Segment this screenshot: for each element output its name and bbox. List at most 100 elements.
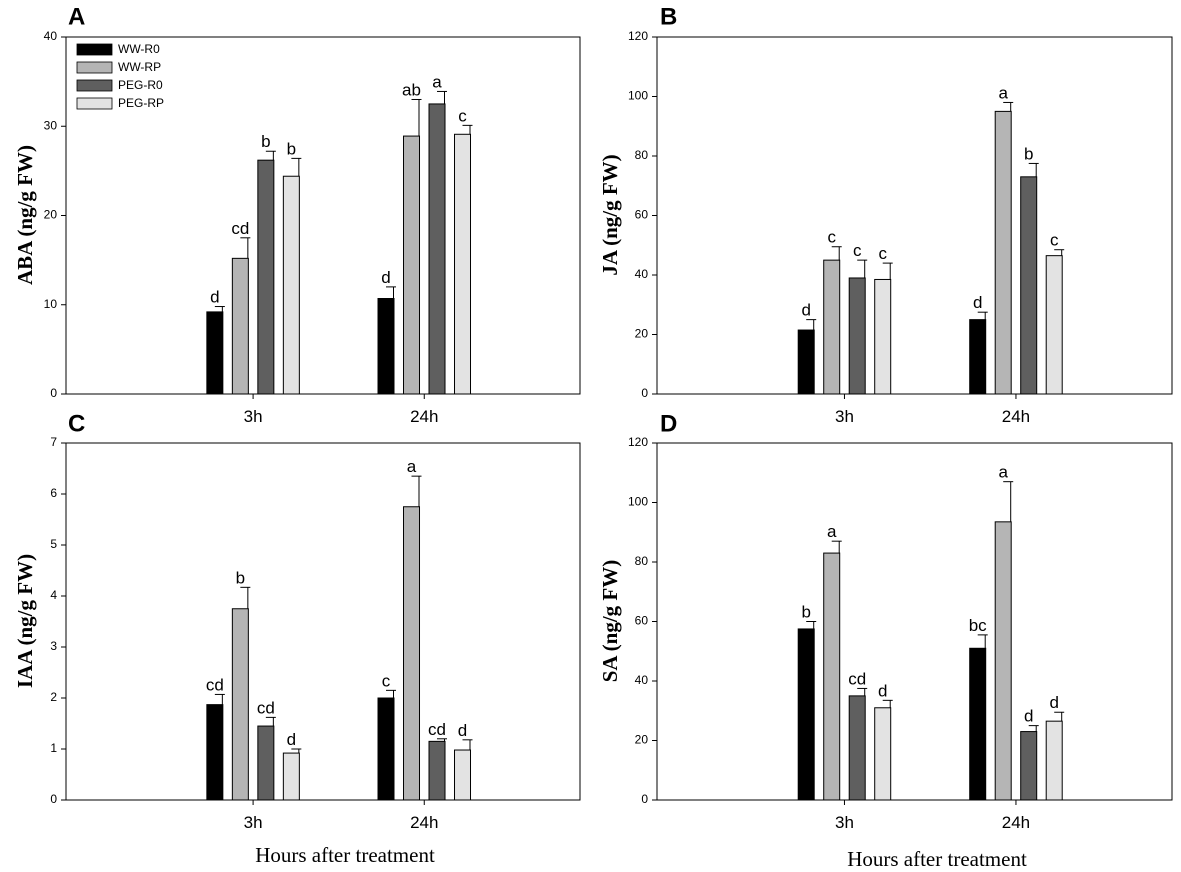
panel-d-significance-letter: b [801,603,810,622]
panel-c-significance-letter: d [287,730,296,749]
panel-b-significance-letter: d [973,293,982,312]
panel-c-xtick-label: 3h [244,813,263,832]
panel-a-bar-peg-r0-3h [257,159,275,395]
panel-b-bar-ww-rp-24h [994,110,1012,395]
panel-a-ytick-label: 20 [44,208,58,222]
panel-c-significance-letter: b [236,568,245,587]
panel-a-bar-peg-rp-3h [282,175,300,395]
panel-c-significance-letter: cd [206,675,224,694]
panel-a-bar-ww-rp-3h [231,257,249,395]
panel-d-significance-letter: d [878,681,887,700]
panel-b-ytick-label: 0 [641,386,648,400]
panel-b-ytick-label: 100 [628,89,648,103]
panel-d-ytick-label: 0 [641,792,648,806]
panel-b-ytick-label: 60 [635,208,649,222]
panel-c-bar-ww-r0-3h [206,704,224,801]
panel-a-significance-letter: b [261,132,270,151]
panel-c-bar-ww-rp-3h [231,608,249,801]
panel-d-significance-letter: a [998,463,1008,482]
panel-a-xtick-label: 3h [244,407,263,426]
panel-c-ytick-label: 1 [50,741,57,755]
panel-b-bar-ww-r0-24h [969,319,987,395]
panel-a-significance-letter: b [287,139,296,158]
panel-b-significance-letter: c [1050,231,1059,250]
panel-d-bar-peg-r0-24h [1020,731,1038,801]
panel-a-significance-letter: ab [402,80,421,99]
panel-b-label: B [660,3,677,30]
panel-d-bar-peg-rp-3h [874,707,892,801]
panel-c-xtick-label: 24h [410,813,438,832]
panel-a-ytick-label: 0 [50,386,57,400]
panel-a-significance-letter: c [458,106,467,125]
legend-swatch-peg-rp [76,97,113,110]
panel-a-ytick-label: 40 [44,29,58,43]
panel-c-label: C [68,410,85,437]
panel-a-ytick-label: 30 [44,118,58,132]
panel-a-legend: WW-R0 WW-RP PEG-R0 PEG-RP [76,42,164,110]
panel-d-xtick-label: 3h [835,813,854,832]
legend-label-peg-r0: PEG-R0 [118,78,163,92]
panel-c-bar-peg-rp-3h [282,752,300,801]
panel-b-plot-frame [656,36,1173,395]
panel-b-ylabel: JA (ng/g FW) [598,154,622,275]
panel-d-significance-letter: d [1024,707,1033,726]
panel-c-bar-ww-r0-24h [377,697,395,801]
panel-a-significance-letter: d [381,268,390,287]
legend-swatch-ww-rp [76,61,113,74]
panel-d-plot-frame [656,442,1173,801]
panel-a-bar-ww-r0-3h [206,311,224,395]
panel-d-ytick-label: 20 [635,733,649,747]
panel-b-significance-letter: c [827,228,836,247]
panel-c-bar-peg-r0-24h [428,740,446,801]
panel-d-ytick-label: 100 [628,495,648,509]
panel-c-significance-letter: cd [257,698,275,717]
panel-c-ytick-label: 0 [50,792,57,806]
panel-c-bar-peg-r0-3h [257,725,275,801]
panel-d-xtick-label: 24h [1002,813,1030,832]
panel-c-significance-letter: a [407,457,417,476]
legend-label-ww-r0: WW-R0 [118,42,160,56]
panel-a-xtick-label: 24h [410,407,438,426]
panel-b-bar-peg-rp-3h [874,278,892,395]
panel-d-bar-ww-r0-24h [969,647,987,801]
panel-b-bar-ww-rp-3h [823,259,841,395]
panel-a: A 0 10 20 30 40 ABA (ng/g FW) 3h d cd b b 24h d ab ac WW… [13,3,581,426]
panel-d-ytick-label: 40 [635,673,649,687]
panel-a-ytick-label: 10 [44,297,58,311]
panel-d-ytick-label: 80 [635,554,649,568]
panel-c-ylabel: IAA (ng/g FW) [13,554,37,688]
panel-b-bar-ww-r0-3h [797,329,815,395]
panel-d-ytick-label: 60 [635,614,649,628]
panel-d-label: D [660,410,677,437]
panel-d-bar-ww-rp-24h [994,521,1012,801]
panel-b-xtick-label: 24h [1002,407,1030,426]
panel-b-significance-letter: d [801,301,810,320]
legend-swatch-ww-r0 [76,43,113,56]
panel-c-ytick-label: 7 [50,435,57,449]
panel-c-ytick-label: 4 [50,588,57,602]
panel-c-ytick-label: 6 [50,486,57,500]
panel-c-significance-letter: d [458,721,467,740]
panel-b-ytick-label: 40 [635,267,649,281]
panel-b-ytick-label: 80 [635,148,649,162]
legend-label-ww-rp: WW-RP [118,60,161,74]
panel-c-significance-letter: c [382,671,391,690]
panel-b-significance-letter: b [1024,144,1033,163]
legend-swatch-peg-r0 [76,79,113,92]
panel-d-significance-letter: cd [848,669,866,688]
panel-c-bar-ww-rp-24h [403,506,421,801]
panel-a-significance-letter: d [210,288,219,307]
panel-d-bar-ww-rp-3h [823,552,841,801]
panel-d-bar-ww-r0-3h [797,628,815,801]
panel-b-bar-peg-rp-24h [1045,255,1063,395]
panel-c-bar-peg-rp-24h [454,749,472,801]
panel-a-bar-peg-r0-24h [428,103,446,395]
panel-a-bar-ww-r0-24h [377,298,395,395]
panel-b-significance-letter: c [878,244,887,263]
panel-d-bar-peg-r0-3h [848,695,866,801]
panel-d-significance-letter: bc [969,616,987,635]
